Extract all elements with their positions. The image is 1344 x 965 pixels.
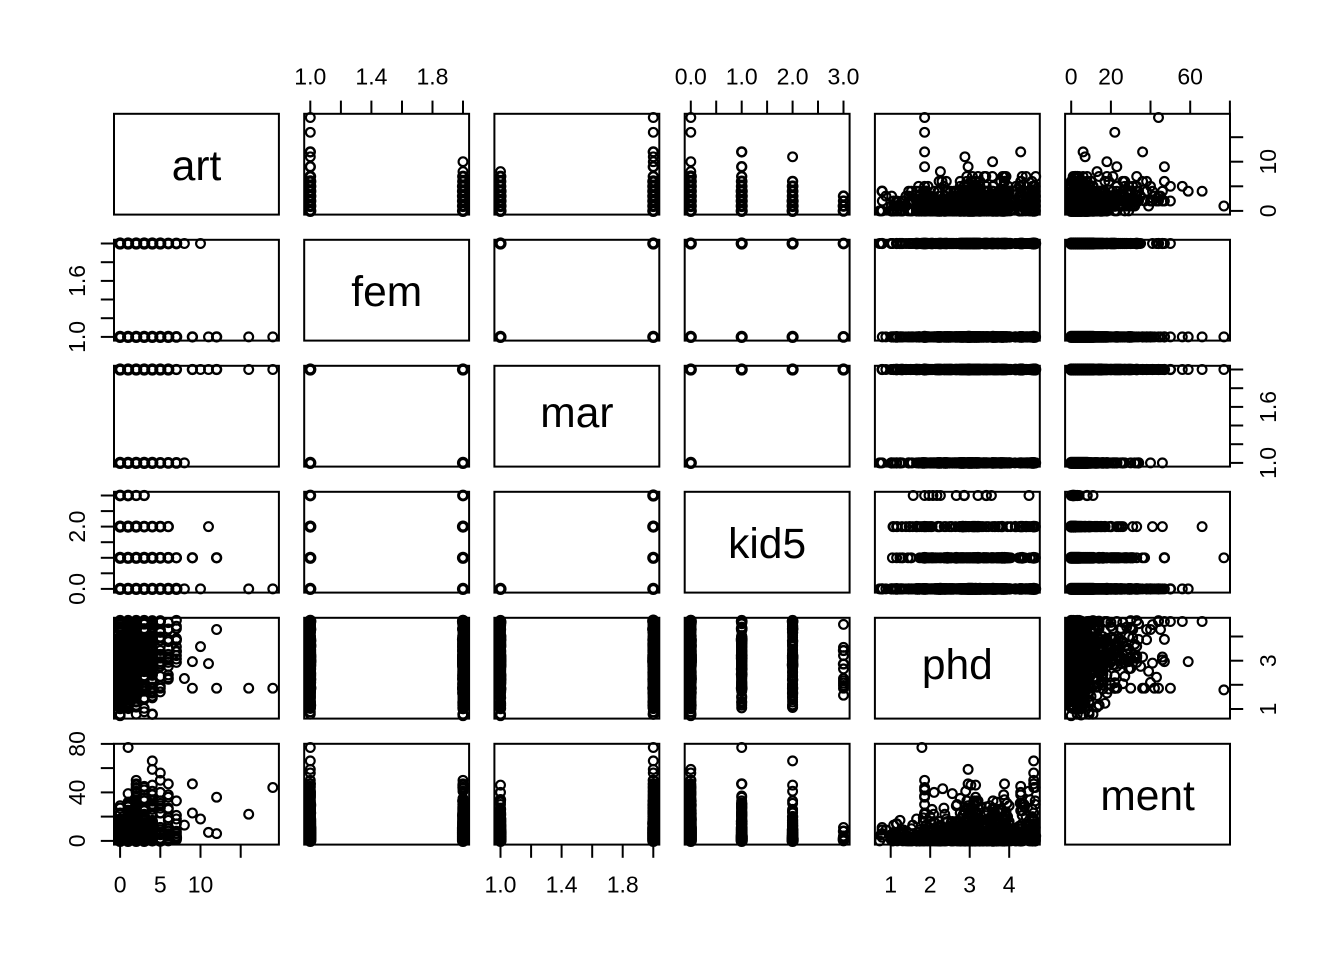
svg-text:3: 3 [1255, 654, 1281, 667]
svg-text:2: 2 [924, 872, 937, 898]
svg-text:1.0: 1.0 [726, 64, 758, 90]
svg-text:phd: phd [922, 642, 993, 689]
svg-text:0: 0 [1065, 64, 1078, 90]
svg-text:0.0: 0.0 [64, 573, 90, 605]
svg-text:ment: ment [1100, 773, 1195, 820]
svg-text:fem: fem [351, 269, 422, 316]
svg-text:1.0: 1.0 [64, 321, 90, 353]
svg-text:10: 10 [188, 872, 214, 898]
svg-text:5: 5 [154, 872, 167, 898]
svg-text:1.6: 1.6 [1255, 391, 1281, 423]
svg-text:60: 60 [1177, 64, 1203, 90]
svg-text:4: 4 [1003, 872, 1016, 898]
svg-text:1.8: 1.8 [417, 64, 449, 90]
svg-text:1.0: 1.0 [485, 872, 517, 898]
svg-text:0.0: 0.0 [675, 64, 707, 90]
svg-text:80: 80 [64, 731, 90, 757]
svg-text:art: art [172, 143, 222, 190]
svg-text:1: 1 [884, 872, 897, 898]
svg-text:10: 10 [1255, 149, 1281, 175]
svg-text:1.4: 1.4 [546, 872, 578, 898]
svg-text:0: 0 [64, 835, 90, 848]
svg-text:2.0: 2.0 [777, 64, 809, 90]
svg-text:1.8: 1.8 [607, 872, 639, 898]
svg-text:2.0: 2.0 [64, 511, 90, 543]
svg-text:1.4: 1.4 [355, 64, 387, 90]
svg-text:1: 1 [1255, 703, 1281, 716]
svg-text:40: 40 [64, 780, 90, 806]
svg-text:mar: mar [540, 390, 613, 437]
svg-text:1.0: 1.0 [1255, 447, 1281, 479]
svg-text:0: 0 [1255, 205, 1281, 218]
svg-text:3: 3 [963, 872, 976, 898]
svg-text:kid5: kid5 [728, 521, 806, 568]
svg-text:0: 0 [114, 872, 127, 898]
svg-text:3.0: 3.0 [828, 64, 860, 90]
svg-text:20: 20 [1098, 64, 1124, 90]
svg-text:1.0: 1.0 [294, 64, 326, 90]
svg-text:1.6: 1.6 [64, 265, 90, 297]
